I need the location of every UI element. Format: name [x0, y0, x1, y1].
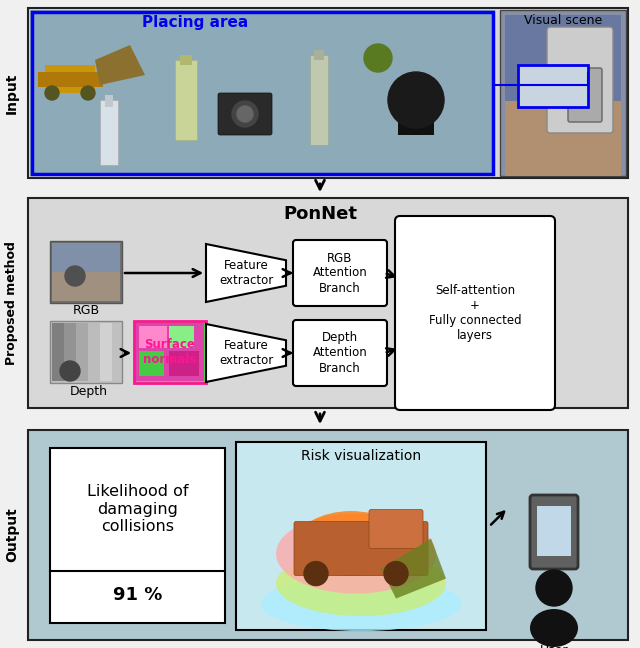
Text: Risk visualization: Risk visualization [301, 449, 421, 463]
Text: Surface
normals: Surface normals [143, 338, 196, 366]
Bar [236, 442, 486, 630]
Bar [169, 351, 199, 376]
Bar [38, 72, 103, 87]
Bar [398, 95, 434, 135]
Polygon shape [206, 244, 286, 302]
Bar [310, 55, 328, 145]
Bar [52, 323, 64, 381]
Circle shape [65, 266, 85, 286]
Bar [100, 100, 118, 165]
Text: Depth
Attention
Branch: Depth Attention Branch [312, 332, 367, 375]
FancyBboxPatch shape [530, 495, 578, 569]
Text: Self-attention
+
Fully connected
layers: Self-attention + Fully connected layers [429, 284, 522, 342]
Bar [134, 321, 206, 383]
Bar [28, 430, 628, 640]
Text: User
Feedback: User Feedback [524, 644, 584, 648]
Bar [139, 326, 167, 348]
Text: Placing area: Placing area [142, 14, 248, 30]
Bar [537, 506, 571, 556]
Ellipse shape [296, 511, 406, 576]
Bar [500, 10, 626, 176]
Circle shape [237, 106, 253, 122]
Bar [32, 12, 493, 174]
Circle shape [388, 72, 444, 128]
Text: RGB
Attention
Branch: RGB Attention Branch [312, 251, 367, 294]
Ellipse shape [276, 551, 446, 616]
Bar [50, 321, 122, 383]
FancyBboxPatch shape [395, 216, 555, 410]
FancyBboxPatch shape [369, 509, 423, 549]
FancyBboxPatch shape [218, 93, 272, 135]
Text: Output: Output [5, 507, 19, 562]
Bar [136, 323, 204, 381]
Text: PonNet: PonNet [283, 205, 357, 223]
Bar [76, 323, 88, 381]
Polygon shape [206, 324, 286, 382]
Text: Visual scene: Visual scene [524, 14, 602, 27]
Circle shape [45, 86, 59, 100]
Circle shape [232, 101, 258, 127]
Circle shape [304, 562, 328, 586]
Ellipse shape [530, 609, 578, 647]
FancyBboxPatch shape [294, 522, 428, 575]
Text: 91 %: 91 % [113, 586, 162, 604]
Bar [28, 8, 628, 178]
FancyBboxPatch shape [293, 240, 387, 306]
Polygon shape [381, 538, 446, 599]
Bar [175, 60, 197, 140]
Bar [52, 243, 120, 274]
Circle shape [60, 361, 80, 381]
Circle shape [536, 570, 572, 606]
Text: Input: Input [5, 73, 19, 113]
Bar [50, 448, 225, 623]
Circle shape [384, 562, 408, 586]
Text: RGB: RGB [72, 305, 100, 318]
Bar [505, 15, 621, 106]
Bar [314, 50, 324, 60]
Bar [88, 323, 100, 381]
Ellipse shape [276, 514, 436, 594]
Bar [139, 351, 164, 376]
Text: Feature
extractor: Feature extractor [219, 339, 273, 367]
Bar [30, 10, 495, 176]
Bar [64, 323, 76, 381]
Circle shape [364, 44, 392, 72]
Text: Feature
extractor: Feature extractor [219, 259, 273, 287]
FancyBboxPatch shape [568, 68, 602, 122]
Text: Proposed method: Proposed method [6, 241, 19, 365]
Polygon shape [95, 45, 145, 85]
Text: Depth: Depth [70, 384, 108, 397]
Bar [50, 241, 122, 303]
FancyBboxPatch shape [547, 27, 613, 133]
Bar [100, 323, 112, 381]
Bar [169, 326, 194, 348]
Bar [52, 272, 120, 301]
Bar [28, 198, 628, 408]
Bar [45, 65, 95, 93]
Circle shape [81, 86, 95, 100]
Bar [518, 65, 588, 107]
Bar [180, 55, 192, 65]
Bar [105, 95, 113, 107]
FancyBboxPatch shape [293, 320, 387, 386]
Ellipse shape [261, 576, 461, 631]
Bar [505, 101, 621, 176]
Text: Likelihood of
damaging
collisions: Likelihood of damaging collisions [87, 484, 188, 534]
